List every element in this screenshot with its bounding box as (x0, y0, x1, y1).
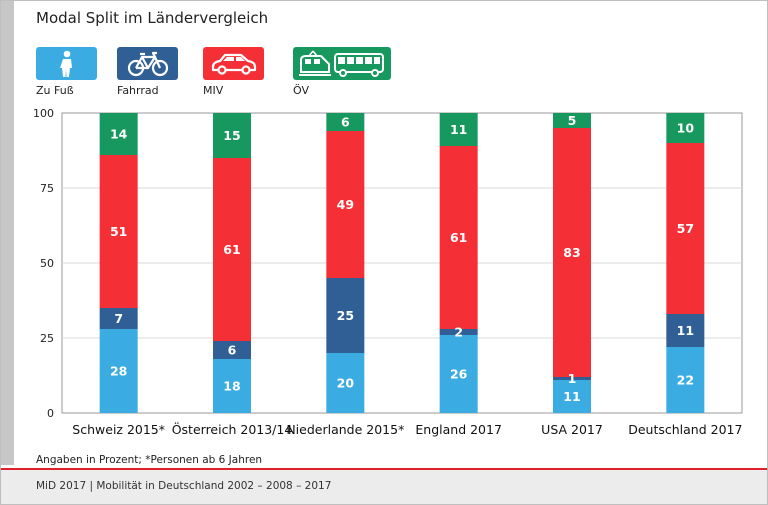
data-label: 11 (450, 122, 467, 137)
left-accent-bar (1, 1, 14, 465)
bar-segment (99, 113, 138, 155)
bar-segment (326, 113, 365, 131)
data-label: 22 (677, 373, 694, 388)
data-label: 14 (110, 127, 128, 142)
bar-segment (553, 377, 591, 380)
y-tick-label: 50 (40, 257, 54, 270)
y-tick-label: 100 (33, 107, 54, 120)
x-tick-label: England 2017 (415, 422, 502, 437)
data-label: 61 (450, 230, 467, 245)
chart-title: Modal Split im Ländervergleich (36, 9, 269, 27)
data-label: 6 (341, 115, 350, 130)
data-label: 5 (568, 113, 577, 128)
car-icon (203, 47, 264, 80)
bar-segment (553, 380, 591, 413)
data-label: 51 (110, 224, 127, 239)
data-label: 10 (677, 121, 695, 136)
data-label: 25 (337, 308, 354, 323)
legend-item-miv: MIV (203, 47, 264, 97)
x-tick-label: Deutschland 2017 (628, 422, 742, 437)
bar-segment (213, 341, 251, 359)
data-label: 61 (223, 242, 240, 257)
bar-segment (99, 308, 138, 329)
bar-segment (439, 335, 478, 413)
x-tick-label: Schweiz 2015* (72, 422, 165, 437)
y-tick-label: 25 (40, 332, 54, 345)
data-label: 20 (337, 376, 355, 391)
bar-segment (553, 113, 591, 128)
legend-item-oev: ÖV (293, 47, 391, 97)
footer-divider (1, 468, 767, 470)
data-label: 6 (228, 343, 237, 358)
bar-segment (553, 128, 591, 377)
data-label: 18 (223, 379, 240, 394)
data-label: 2 (454, 325, 463, 340)
x-tick-label: Niederlande 2015* (286, 422, 404, 437)
legend-label-fahrrad: Fahrrad (117, 84, 159, 97)
bar-segment (213, 113, 251, 158)
y-tick-label: 0 (47, 407, 54, 420)
bar-segment (439, 113, 478, 146)
bar-segment (666, 143, 705, 314)
legend-item-zu-fuss: Zu Fuß (36, 47, 97, 97)
bar-segment (666, 113, 705, 143)
bar-segment (213, 158, 251, 341)
bar-segment (439, 146, 478, 329)
x-tick-label: Österreich 2013/14 (172, 421, 293, 437)
pedestrian-icon (36, 47, 97, 80)
footer: MiD 2017 | Mobilität in Deutschland 2002… (1, 470, 767, 504)
bar-segment (99, 155, 138, 308)
data-label: 26 (450, 367, 468, 382)
legend-item-fahrrad: Fahrrad (117, 47, 178, 97)
bar-segment (99, 329, 138, 413)
data-label: 11 (677, 323, 694, 338)
data-label: 15 (223, 128, 240, 143)
y-tick-label: 75 (40, 182, 54, 195)
x-tick-label: USA 2017 (541, 422, 603, 437)
legend-label-miv: MIV (203, 84, 224, 97)
data-label: 49 (337, 197, 354, 212)
footnote: Angaben in Prozent; *Personen ab 6 Jahre… (36, 454, 263, 466)
train-bus-icon (293, 47, 391, 80)
bar-segment (326, 353, 365, 413)
legend-label-zu-fuss: Zu Fuß (36, 84, 74, 97)
bar-segment (326, 278, 365, 353)
footer-source: MiD 2017 | Mobilität in Deutschland 2002… (36, 480, 332, 492)
data-label: 1 (568, 371, 577, 386)
bicycle-icon (117, 47, 178, 80)
data-label: 83 (563, 245, 580, 260)
bar-segment (439, 329, 478, 335)
data-label: 57 (677, 221, 694, 236)
bar-segment (666, 314, 705, 347)
data-label: 28 (110, 364, 127, 379)
bar-segment (666, 347, 705, 413)
data-label: 7 (114, 311, 123, 326)
bar-segment (213, 359, 251, 413)
legend-label-oev: ÖV (293, 84, 309, 97)
bar-segment (326, 131, 365, 278)
data-label: 11 (563, 389, 580, 404)
